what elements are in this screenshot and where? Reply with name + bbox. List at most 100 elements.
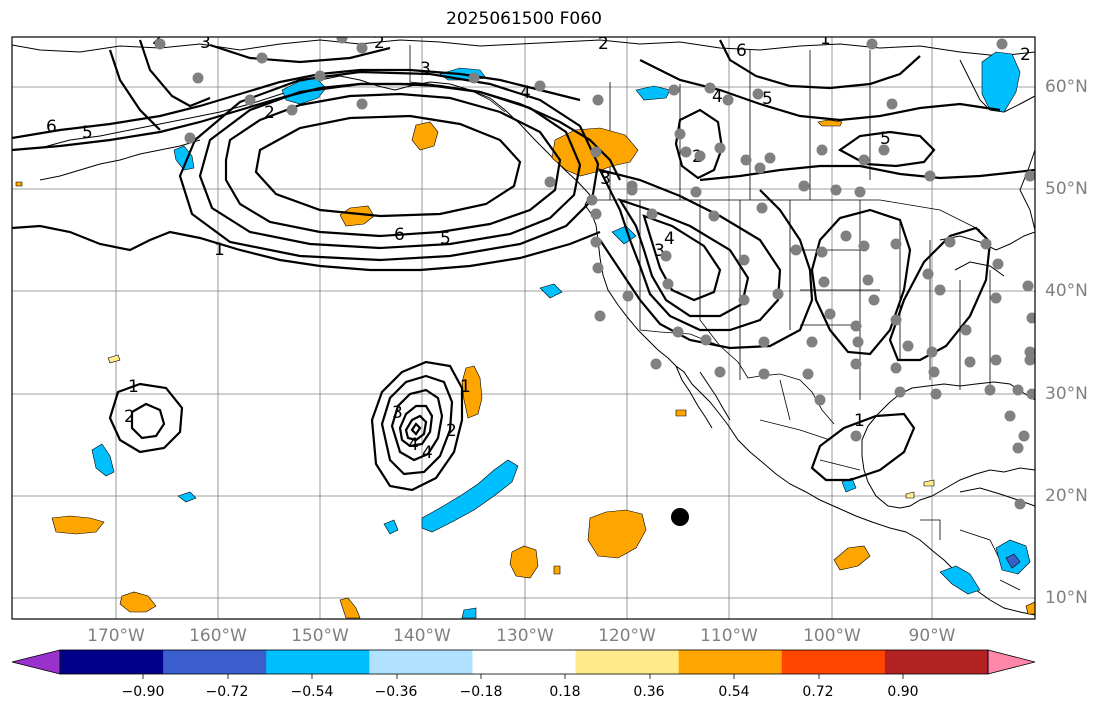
coastline-baja bbox=[675, 365, 713, 429]
contour-label: 4 bbox=[664, 229, 675, 249]
station-dot bbox=[184, 132, 196, 144]
station-dot bbox=[852, 336, 864, 348]
contour-line bbox=[370, 360, 464, 492]
lat-label: 20°N bbox=[1045, 486, 1088, 506]
lon-label: 130°W bbox=[496, 626, 554, 646]
contour-line bbox=[390, 388, 444, 462]
neg-fill-area bbox=[981, 51, 1021, 113]
pos-fill-area bbox=[51, 515, 105, 535]
station-dot bbox=[984, 384, 996, 396]
station-dot bbox=[626, 184, 638, 196]
neg-fill-area bbox=[177, 491, 197, 503]
station-dot bbox=[738, 254, 750, 266]
contours bbox=[12, 39, 1035, 492]
coastline-north bbox=[12, 39, 1035, 57]
colorbar-block bbox=[266, 650, 370, 674]
station-dot bbox=[708, 210, 720, 222]
contour-line bbox=[674, 108, 724, 180]
station-dot bbox=[154, 38, 166, 50]
pos-fill-area bbox=[411, 121, 439, 151]
colorbar bbox=[11, 649, 1036, 679]
lon-label: 90°W bbox=[908, 626, 956, 646]
contour-label: 5 bbox=[880, 129, 891, 149]
contour-line bbox=[810, 208, 912, 356]
station-dot bbox=[840, 230, 852, 242]
station-dot bbox=[890, 238, 902, 250]
station-dot bbox=[690, 186, 702, 198]
contour-label: 2 bbox=[264, 103, 275, 123]
contour-line bbox=[639, 59, 1001, 122]
contour-label: 1 bbox=[820, 29, 831, 49]
colorbar-tick-label: −0.54 bbox=[290, 684, 334, 700]
station-dot bbox=[754, 162, 766, 174]
lon-label: 160°W bbox=[189, 626, 247, 646]
colorbar-extend-low bbox=[11, 649, 61, 675]
station-dot bbox=[996, 38, 1008, 50]
station-dot bbox=[878, 144, 890, 156]
contour-line bbox=[138, 39, 211, 108]
station-dot bbox=[668, 84, 680, 96]
contour-line bbox=[810, 412, 916, 482]
station-dot bbox=[990, 292, 1002, 304]
station-dot bbox=[756, 202, 768, 214]
contour-label: 1 bbox=[128, 377, 139, 397]
station-dot bbox=[704, 82, 716, 94]
station-dot bbox=[862, 274, 874, 286]
coastline-gulf-california bbox=[699, 371, 731, 421]
station-dot bbox=[534, 80, 546, 92]
coastline-great-lakes bbox=[939, 231, 1035, 277]
contour-label: 3 bbox=[600, 169, 611, 189]
map-area bbox=[12, 37, 1035, 619]
contour-label: 2 bbox=[446, 421, 457, 441]
lat-label: 40°N bbox=[1045, 281, 1088, 301]
station-dot bbox=[646, 208, 658, 220]
neg-fill-area bbox=[91, 443, 115, 477]
station-dot bbox=[814, 394, 826, 406]
station-dot bbox=[738, 294, 750, 306]
contour-label: 5 bbox=[762, 89, 773, 109]
coastline-east bbox=[1019, 149, 1035, 231]
neg-fill-area bbox=[1005, 553, 1021, 569]
colorbar-outline bbox=[59, 649, 989, 675]
contour-line bbox=[108, 382, 184, 454]
station-dot bbox=[850, 320, 862, 332]
contour-label: 6 bbox=[46, 117, 57, 137]
contour-line bbox=[108, 49, 161, 131]
station-dot bbox=[752, 88, 764, 100]
neg-fill-area bbox=[939, 565, 981, 595]
station-dot bbox=[1024, 170, 1035, 182]
colorbar-tick-label: 0.72 bbox=[802, 684, 834, 700]
colorbar-tick-label: 0.54 bbox=[718, 684, 750, 700]
coastline-aleutians bbox=[39, 139, 201, 181]
station-dot bbox=[858, 154, 870, 166]
anomaly-fills bbox=[15, 51, 1035, 619]
station-dot bbox=[1012, 442, 1024, 454]
pos-fill-area bbox=[509, 545, 539, 579]
station-dot bbox=[928, 366, 940, 378]
colorbar-tick-label: 0.18 bbox=[549, 684, 581, 700]
contour-label: 4 bbox=[422, 443, 433, 463]
contour-line bbox=[398, 404, 434, 448]
station-dot bbox=[590, 146, 602, 158]
station-dot bbox=[244, 94, 256, 106]
contour-label: 1 bbox=[460, 377, 471, 397]
contour-label: 3 bbox=[654, 241, 665, 261]
station-dot bbox=[680, 146, 692, 158]
station-dot bbox=[806, 336, 818, 348]
contour-label: 2 bbox=[1020, 45, 1031, 65]
neg-fill-area bbox=[383, 519, 399, 535]
contour-label: 3 bbox=[392, 403, 403, 423]
station-dot bbox=[790, 244, 802, 256]
contour-label: 1 bbox=[214, 240, 225, 260]
storm-center-marker bbox=[671, 508, 689, 526]
lon-label: 100°W bbox=[803, 626, 861, 646]
station-dot bbox=[886, 98, 898, 110]
pos-fill-area bbox=[817, 119, 843, 127]
coastline-gulf-of-mexico bbox=[861, 381, 1035, 509]
lon-label: 170°W bbox=[87, 626, 145, 646]
contour-line bbox=[642, 214, 722, 302]
lon-label: 150°W bbox=[291, 626, 349, 646]
station-dot bbox=[894, 386, 906, 398]
station-dot bbox=[650, 358, 662, 370]
